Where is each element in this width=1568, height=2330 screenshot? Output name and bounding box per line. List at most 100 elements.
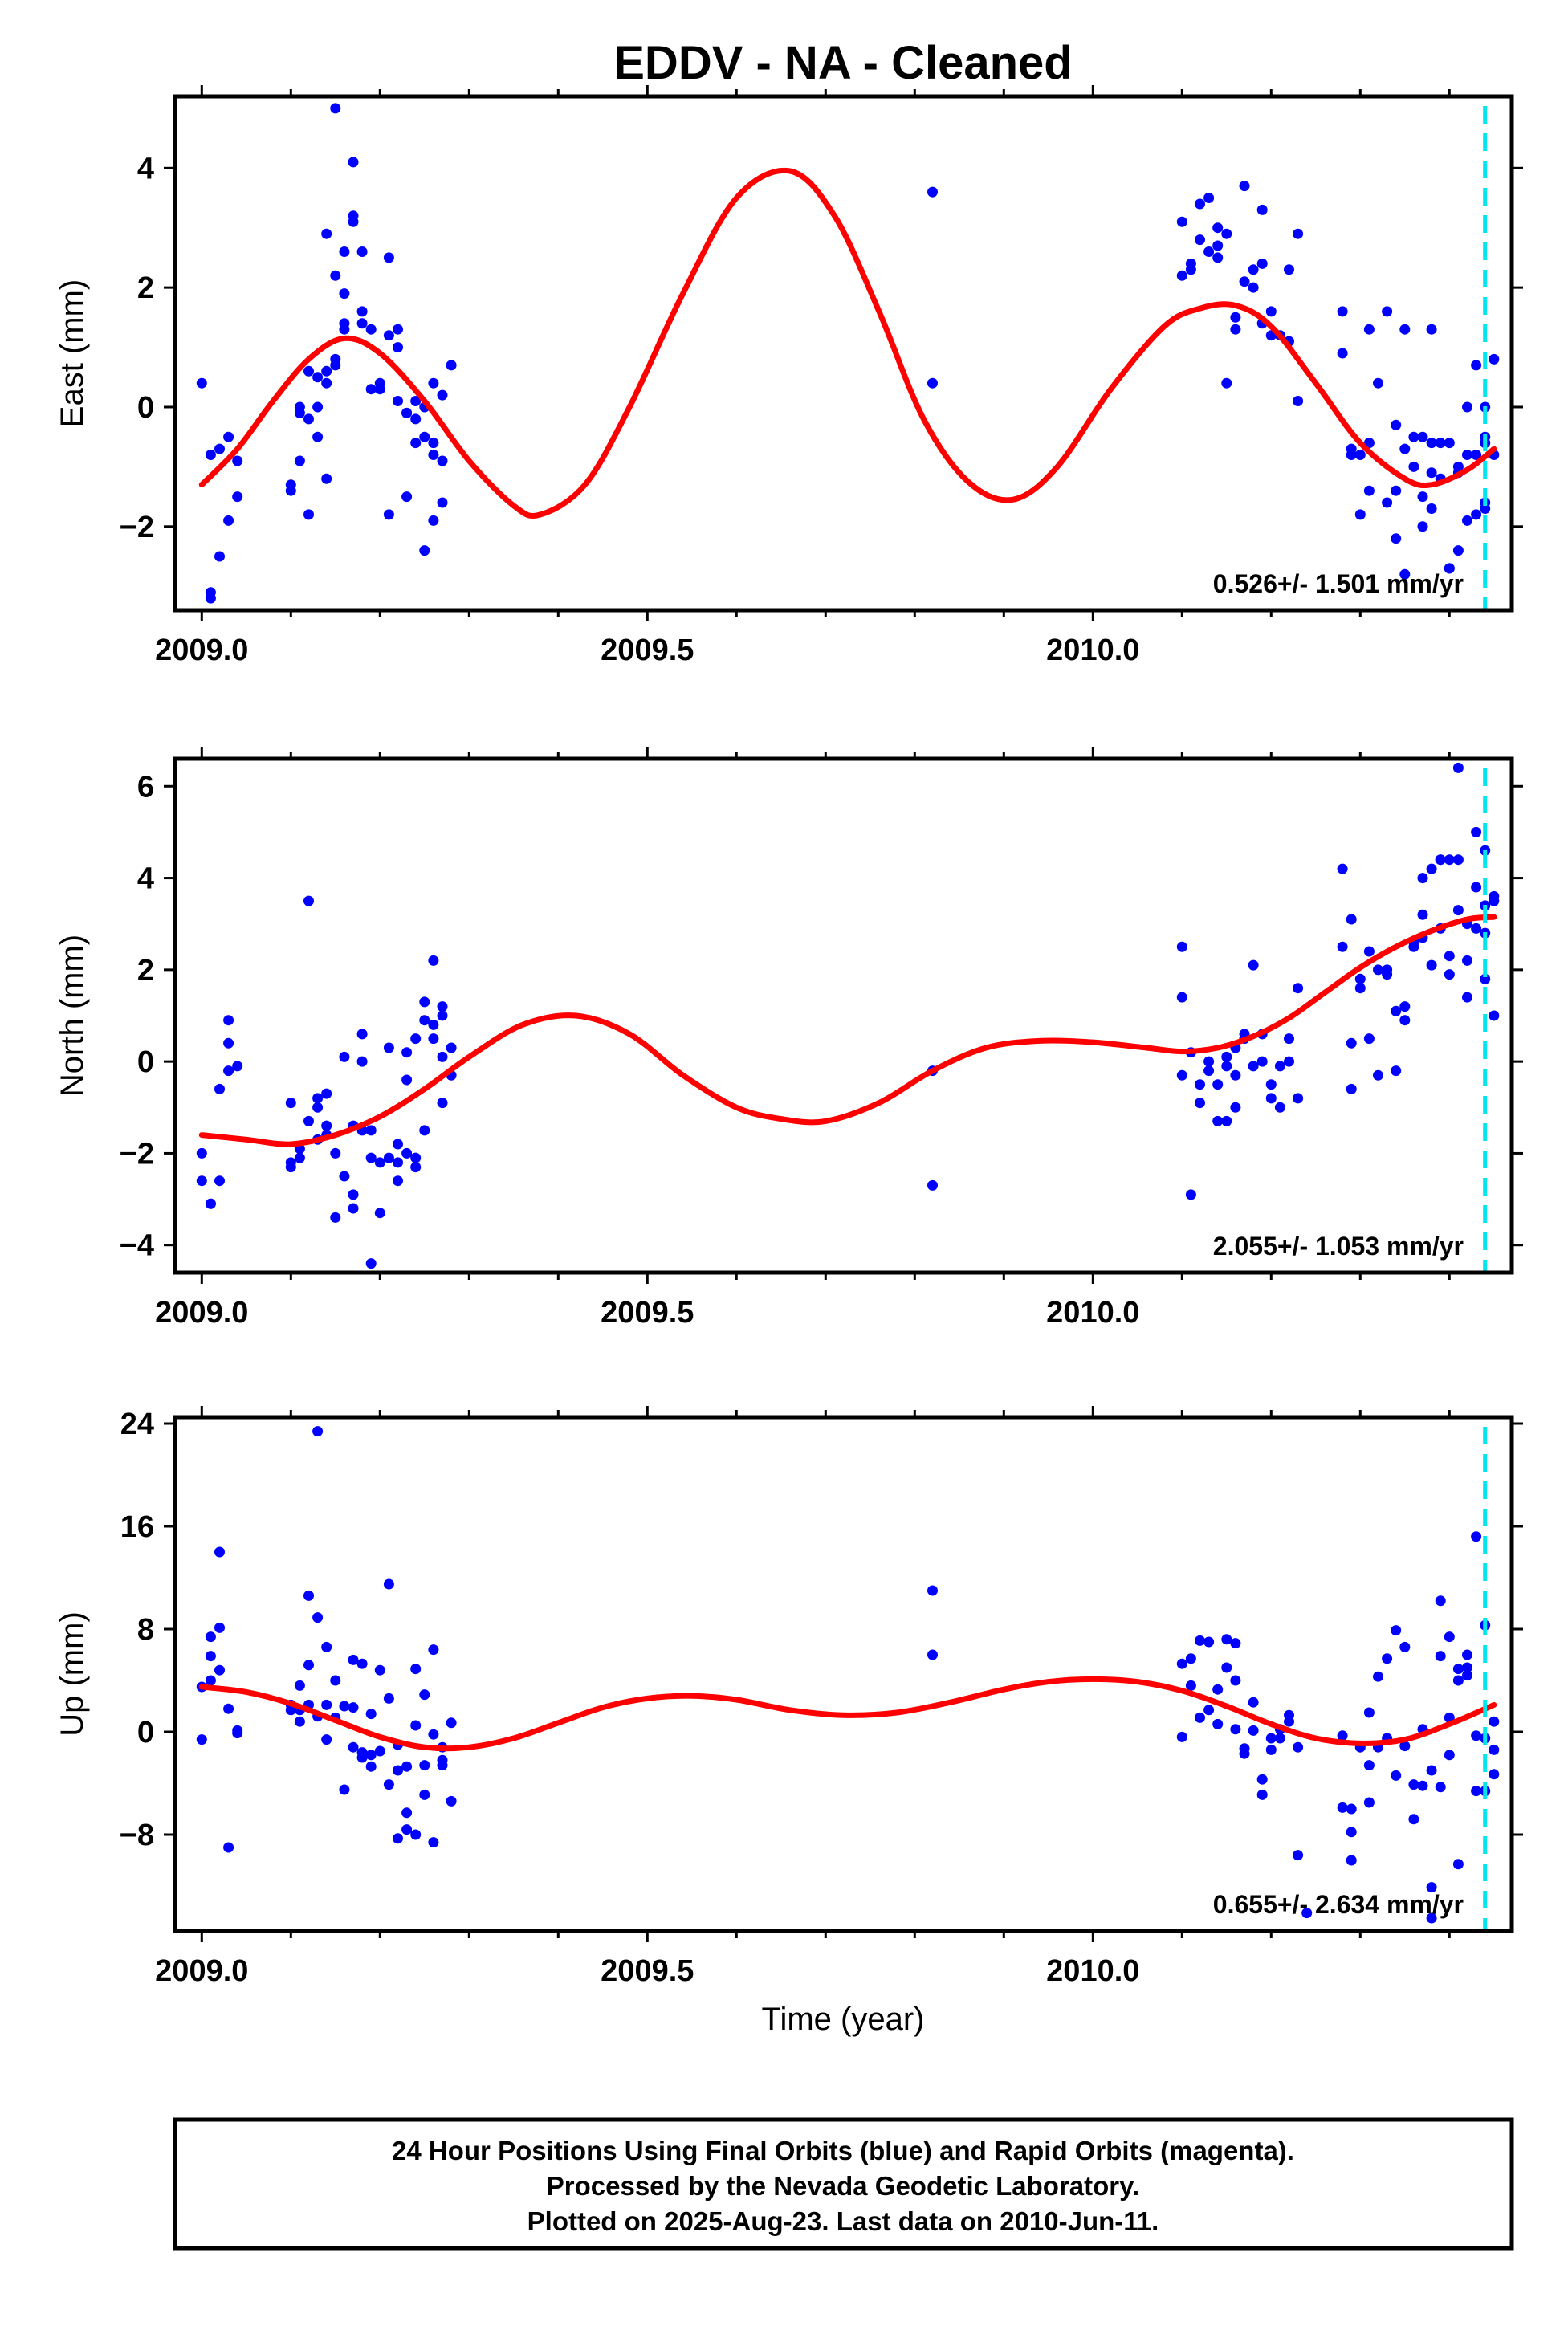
data-point (393, 1833, 403, 1844)
data-point (419, 1789, 430, 1800)
data-point (1399, 1641, 1411, 1652)
data-point (393, 1157, 403, 1168)
data-point (1176, 1731, 1187, 1742)
data-point (365, 1761, 377, 1772)
data-point (1185, 1653, 1196, 1664)
data-point (365, 1750, 377, 1761)
data-point (1248, 959, 1259, 971)
data-point (1408, 431, 1419, 442)
data-point (1221, 377, 1232, 389)
data-point (1203, 246, 1215, 257)
east-ylabel: East (mm) (55, 279, 90, 427)
data-point (428, 1644, 439, 1656)
data-point (1195, 234, 1205, 246)
data-point (393, 1175, 403, 1187)
data-point (1452, 905, 1464, 916)
data-point (348, 1702, 359, 1713)
data-point (321, 1699, 332, 1710)
x-tick-label: 2009.0 (155, 633, 248, 667)
data-point (205, 1675, 216, 1686)
data-point (339, 1171, 350, 1182)
data-point (1462, 515, 1472, 526)
data-point (1221, 1051, 1232, 1062)
data-point (1274, 1061, 1285, 1072)
data-point (223, 1015, 234, 1026)
data-point (1284, 264, 1294, 275)
data-point (223, 431, 234, 442)
data-point (1426, 1882, 1437, 1893)
y-tick-label: −2 (120, 1137, 154, 1171)
data-point (356, 1658, 368, 1669)
data-point (285, 479, 296, 491)
data-point (446, 1795, 457, 1807)
data-point (383, 509, 394, 520)
y-tick-label: 0 (137, 1045, 154, 1079)
data-point (1444, 563, 1455, 574)
data-point (401, 491, 413, 503)
data-point (1462, 401, 1472, 413)
data-point (1337, 1730, 1348, 1741)
data-point (1176, 1658, 1187, 1669)
data-point (1471, 826, 1482, 837)
chart-title: EDDV - NA - Cleaned (613, 37, 1072, 89)
data-point (383, 1042, 394, 1053)
data-point (1203, 1636, 1215, 1648)
data-point (401, 1047, 413, 1058)
data-point (383, 330, 394, 341)
data-point (303, 1115, 314, 1126)
data-point (1391, 485, 1402, 496)
data-point (1274, 1733, 1285, 1744)
data-point (1337, 1802, 1348, 1813)
data-point (1230, 312, 1241, 323)
data-point (1435, 1651, 1446, 1662)
data-point (1417, 1780, 1428, 1791)
data-point (1293, 1850, 1304, 1861)
data-point (330, 103, 341, 114)
data-point (437, 389, 448, 401)
data-point (1203, 1065, 1215, 1077)
data-point (348, 216, 359, 227)
data-point (1346, 1827, 1357, 1838)
data-point (312, 401, 324, 413)
y-tick-label: −2 (120, 511, 154, 544)
data-point (1382, 497, 1393, 508)
data-point (1185, 258, 1196, 269)
data-point (214, 551, 225, 562)
footer-line-2: Processed by the Nevada Geodetic Laborat… (547, 2171, 1139, 2201)
data-point (1444, 1631, 1455, 1643)
data-point (1239, 276, 1250, 287)
data-point (428, 1033, 439, 1045)
data-point (927, 186, 938, 198)
data-point (348, 1741, 359, 1753)
data-point (294, 1716, 305, 1727)
data-point (1417, 873, 1428, 884)
y-tick-label: −4 (120, 1229, 154, 1263)
data-point (365, 1258, 377, 1269)
data-point (1248, 1697, 1259, 1708)
data-point (1399, 1015, 1411, 1026)
data-point (321, 1120, 332, 1131)
data-point (446, 1717, 457, 1729)
data-point (419, 545, 430, 556)
data-point (383, 252, 394, 263)
data-point (927, 1585, 938, 1596)
data-point (393, 1139, 403, 1150)
data-point (1248, 282, 1259, 293)
data-point (312, 1426, 324, 1437)
data-point (1489, 1716, 1500, 1727)
data-point (1462, 992, 1472, 1003)
data-point (321, 1088, 332, 1099)
data-point (1301, 1908, 1313, 1919)
data-point (1489, 1010, 1500, 1021)
data-point (1363, 1760, 1375, 1771)
up-ylabel: Up (mm) (55, 1611, 90, 1737)
data-point (356, 1747, 368, 1758)
data-point (393, 1765, 403, 1776)
footer-line-1: 24 Hour Positions Using Final Orbits (bl… (392, 2136, 1294, 2165)
data-point (401, 1761, 413, 1772)
up-panel: Up (mm) 0.655+/- 2.634 mm/yr 2009.0 2009.… (55, 1406, 1523, 1988)
data-point (1444, 969, 1455, 980)
data-point (1462, 450, 1472, 460)
y-tick-label: 8 (137, 1613, 154, 1647)
data-point (1444, 854, 1455, 866)
